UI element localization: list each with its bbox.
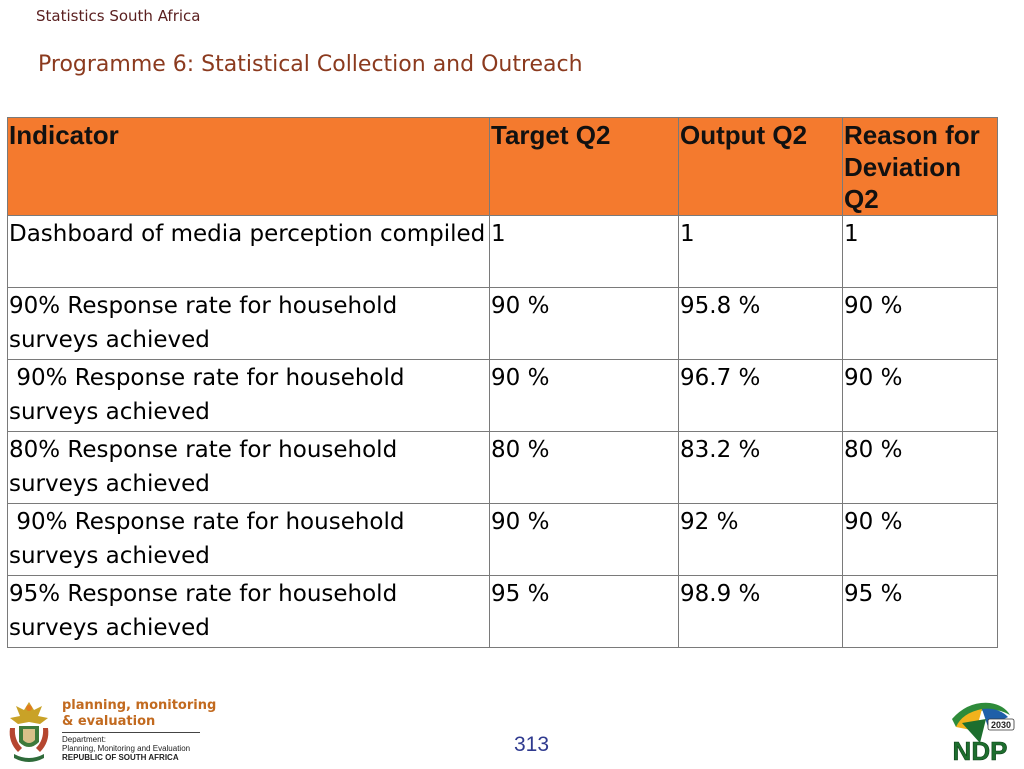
output-cell: 96.7 %: [678, 359, 843, 432]
reason-cell: 90 %: [842, 503, 998, 576]
indicator-cell: 95% Response rate for household surveys …: [7, 575, 490, 648]
target-cell: 80 %: [489, 431, 679, 504]
target-cell: 90 %: [489, 287, 679, 360]
output-cell: 1: [678, 215, 843, 288]
dpme-divider: [62, 732, 200, 733]
ndp-logo-icon: 2030 NDP: [952, 702, 1015, 766]
table-row: 95% Response rate for household surveys …: [7, 575, 998, 648]
ndp-wordmark: NDP: [953, 736, 1008, 765]
reason-cell: 95 %: [842, 575, 998, 648]
column-header-target: Target Q2: [489, 117, 679, 216]
reason-cell: 80 %: [842, 431, 998, 504]
column-header-reason: Reason for Deviation Q2: [842, 117, 998, 216]
page-title: Programme 6: Statistical Collection and …: [38, 52, 583, 77]
target-cell: 1: [489, 215, 679, 288]
indicator-cell: 80% Response rate for household surveys …: [7, 431, 490, 504]
reason-cell: 90 %: [842, 359, 998, 432]
ndp-year: 2030: [991, 720, 1011, 730]
output-cell: 83.2 %: [678, 431, 843, 504]
dpme-department-label: Department:: [62, 735, 107, 744]
indicator-cell: 90% Response rate for household surveys …: [7, 287, 490, 360]
reason-cell: 90 %: [842, 287, 998, 360]
table-row: Dashboard of media perception compiled 1…: [7, 215, 998, 288]
target-cell: 95 %: [489, 575, 679, 648]
target-cell: 90 %: [489, 359, 679, 432]
organisation-name: Statistics South Africa: [36, 7, 201, 25]
table-header-row: Indicator Target Q2 Output Q2 Reason for…: [7, 117, 998, 216]
column-header-indicator: Indicator: [7, 117, 490, 216]
table-row: 80% Response rate for household surveys …: [7, 431, 998, 504]
output-cell: 95.8 %: [678, 287, 843, 360]
table-row: 90% Response rate for household surveys …: [7, 359, 998, 432]
table-row: 90% Response rate for household surveys …: [7, 287, 998, 360]
target-cell: 90 %: [489, 503, 679, 576]
indicator-cell: 90% Response rate for household surveys …: [7, 503, 490, 576]
indicator-cell: Dashboard of media perception compiled: [7, 215, 490, 288]
indicator-table: Indicator Target Q2 Output Q2 Reason for…: [7, 117, 998, 648]
dpme-country: REPUBLIC OF SOUTH AFRICA: [62, 753, 179, 762]
reason-cell: 1: [842, 215, 998, 288]
output-cell: 92 %: [678, 503, 843, 576]
dpme-logo: planning, monitoring & evaluation Depart…: [4, 698, 216, 766]
dpme-department-name: Planning, Monitoring and Evaluation: [62, 744, 191, 753]
dpme-name-line2: & evaluation: [62, 714, 156, 729]
page-number: 313: [514, 733, 550, 756]
indicator-cell: 90% Response rate for household surveys …: [7, 359, 490, 432]
ndp-logo: 2030 NDP: [946, 697, 1016, 766]
dpme-name-line1: planning, monitoring: [62, 698, 217, 713]
table-row: 90% Response rate for household surveys …: [7, 503, 998, 576]
output-cell: 98.9 %: [678, 575, 843, 648]
coat-of-arms-icon: [9, 702, 49, 762]
column-header-output: Output Q2: [678, 117, 843, 216]
